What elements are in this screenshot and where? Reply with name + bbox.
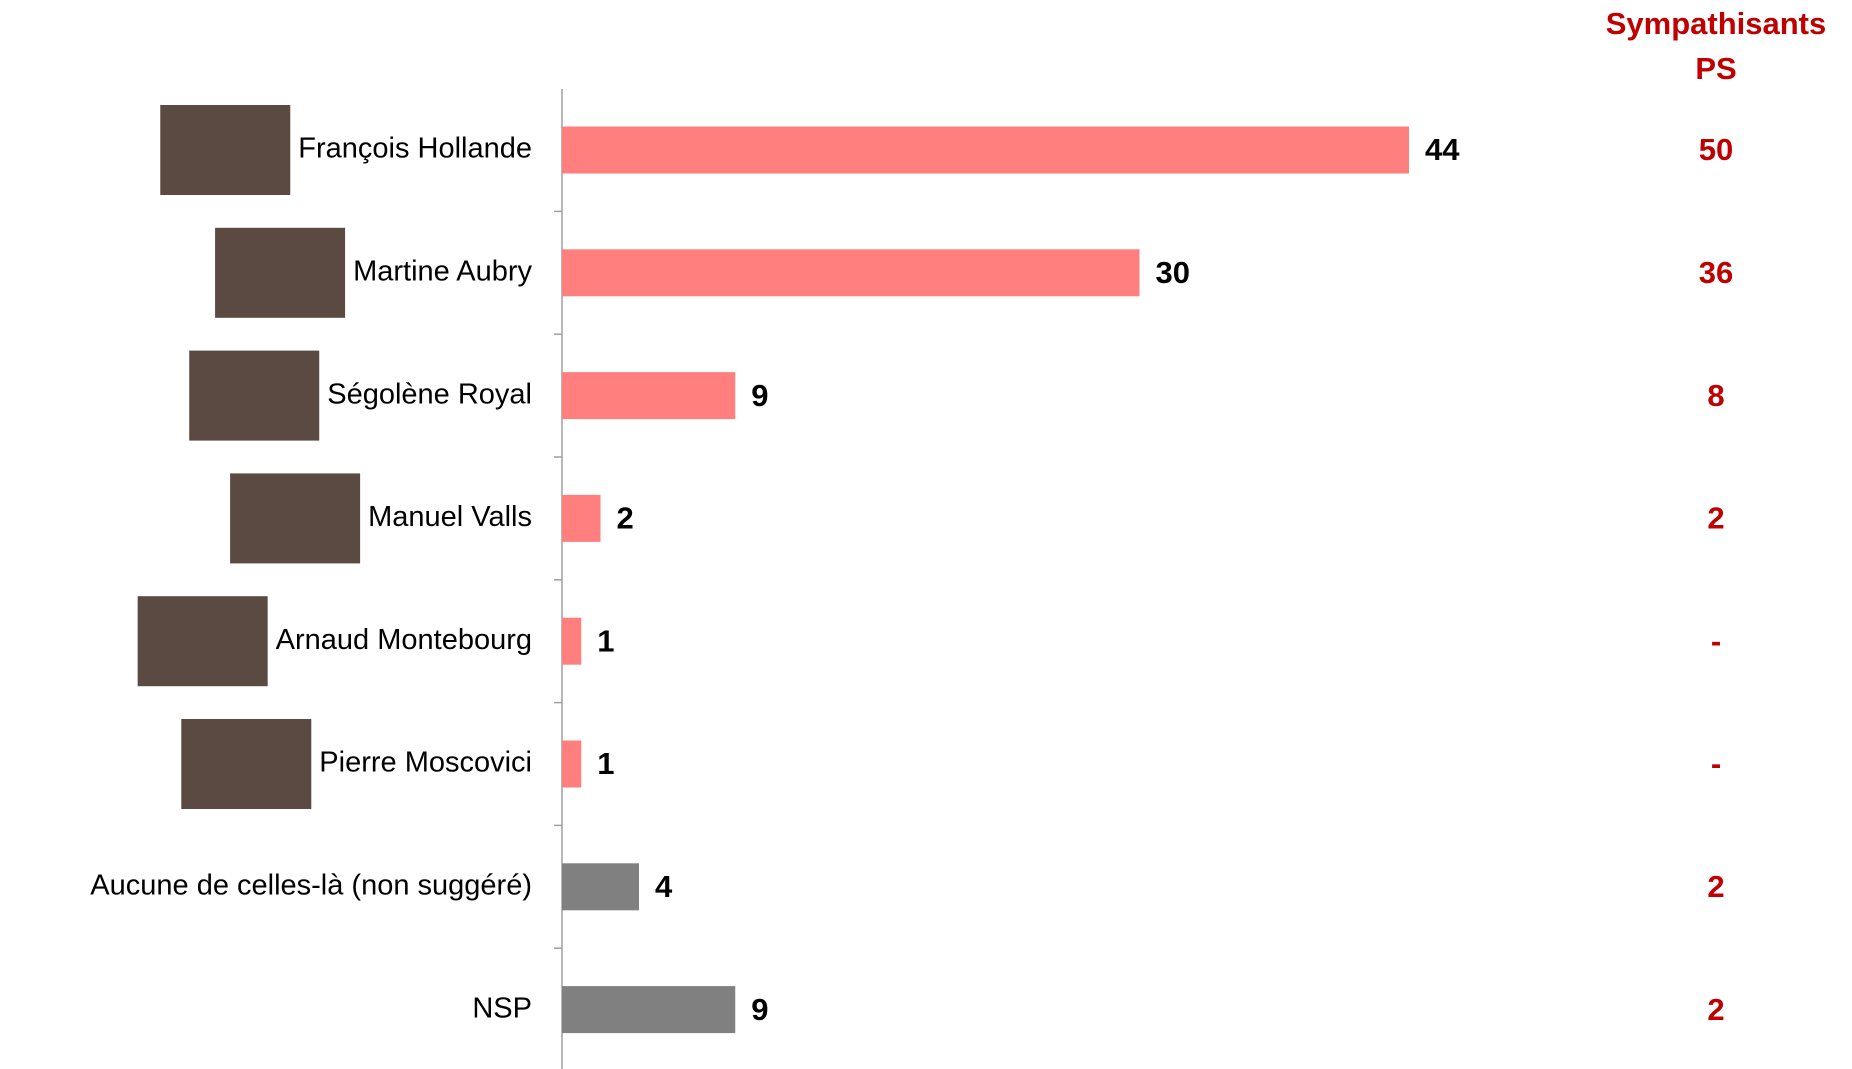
side-value: - bbox=[1711, 623, 1721, 658]
bar bbox=[562, 127, 1409, 174]
photo bbox=[181, 719, 311, 809]
category-label: NSP bbox=[472, 992, 532, 1024]
category-label: Aucune de celles-là (non suggéré) bbox=[90, 869, 532, 901]
bar bbox=[562, 741, 581, 788]
value-label: 9 bbox=[751, 378, 768, 413]
side-title: Sympathisants bbox=[1606, 6, 1827, 41]
photo bbox=[160, 105, 290, 195]
photo bbox=[138, 596, 268, 686]
side-value: 8 bbox=[1707, 378, 1724, 413]
page: {"chart_data": {"type": "bar", "orientat… bbox=[0, 0, 1852, 1069]
category-label: Arnaud Montebourg bbox=[276, 624, 532, 656]
value-label: 9 bbox=[751, 992, 768, 1027]
photo bbox=[230, 473, 360, 563]
side-value: 2 bbox=[1707, 501, 1724, 536]
side-value: - bbox=[1711, 746, 1721, 781]
photo bbox=[215, 228, 345, 318]
category-label: Pierre Moscovici bbox=[319, 747, 532, 779]
side-value: 50 bbox=[1699, 132, 1733, 167]
category-label: Manuel Valls bbox=[368, 501, 532, 533]
photo bbox=[189, 351, 319, 441]
chart: François Hollande 44 50 Martine Aubry 30 36 Sé… bbox=[0, 0, 1852, 1069]
bar bbox=[562, 618, 581, 665]
side-title: PS bbox=[1695, 51, 1736, 86]
bar bbox=[562, 372, 735, 419]
category-label: Martine Aubry bbox=[353, 255, 532, 287]
value-label: 2 bbox=[617, 501, 634, 536]
bar bbox=[562, 863, 639, 910]
value-label: 44 bbox=[1425, 132, 1460, 167]
bar bbox=[562, 495, 601, 542]
value-label: 30 bbox=[1156, 255, 1190, 290]
value-label: 4 bbox=[655, 869, 673, 904]
bar bbox=[562, 249, 1140, 296]
side-value: 36 bbox=[1699, 255, 1733, 290]
category-label: François Hollande bbox=[298, 133, 532, 165]
value-label: 1 bbox=[597, 623, 614, 658]
category-label: Ségolène Royal bbox=[327, 378, 532, 410]
side-value: 2 bbox=[1707, 992, 1724, 1027]
value-label: 1 bbox=[597, 746, 614, 781]
bar bbox=[562, 986, 735, 1033]
side-value: 2 bbox=[1707, 869, 1724, 904]
